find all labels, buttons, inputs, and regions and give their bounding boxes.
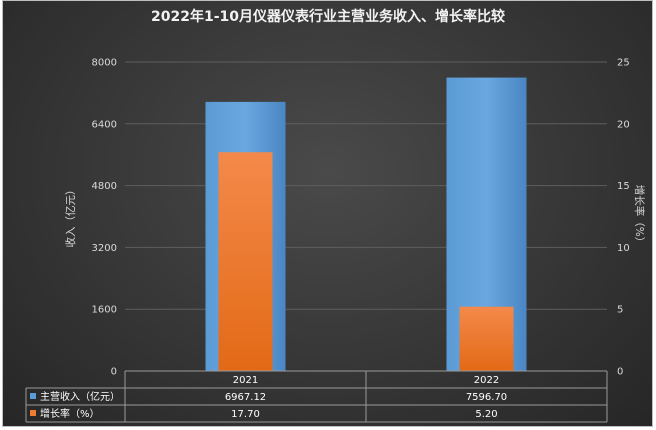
gridlines (125, 61, 607, 310)
right-tick-label: 20 (617, 119, 630, 130)
right-tick-label: 25 (617, 58, 630, 69)
left-tick-label: 4800 (92, 181, 117, 192)
bar-growth-2022 (459, 306, 514, 371)
right-tick-label: 10 (617, 243, 630, 254)
chart-title: 2022年1-10月仪器仪表行业主营业务收入、增长率比较 (151, 8, 505, 25)
table-header-cell: 2022 (474, 375, 499, 386)
bars (205, 77, 527, 372)
table-value-cell: 7596.70 (466, 392, 507, 403)
legend-swatch-0 (30, 393, 36, 399)
left-tick-label: 3200 (92, 243, 117, 254)
bar-growth-2021 (218, 152, 273, 371)
data-table: 2021 2022 主营收入（亿元） 6967.12 7596.70 增长率（%） 17.7… (25, 370, 608, 423)
right-tick-label: 0 (617, 367, 623, 378)
left-tick-label: 1600 (92, 305, 117, 316)
left-axis-title: 收入（亿元） (64, 185, 77, 248)
right-tick-label: 15 (617, 181, 630, 192)
table-value-cell: 6967.12 (225, 392, 266, 403)
table-value-cell: 5.20 (475, 409, 497, 420)
right-axis-ticks: 25 20 15 10 5 0 (617, 58, 630, 378)
right-tick-label: 5 (617, 305, 623, 316)
left-tick-label: 6400 (92, 119, 117, 130)
legend-swatch-1 (30, 410, 36, 416)
legend-label: 增长率（%） (40, 407, 100, 420)
left-axis-ticks: 8000 6400 4800 3200 1600 0 (92, 58, 117, 378)
table-header-cell: 2021 (233, 375, 258, 386)
left-tick-label: 0 (111, 367, 117, 378)
right-axis-title: 增长率（%） (633, 185, 646, 247)
table-value-cell: 17.70 (231, 409, 260, 420)
left-tick-label: 8000 (92, 58, 117, 69)
legend-label: 主营收入（亿元） (40, 390, 120, 403)
